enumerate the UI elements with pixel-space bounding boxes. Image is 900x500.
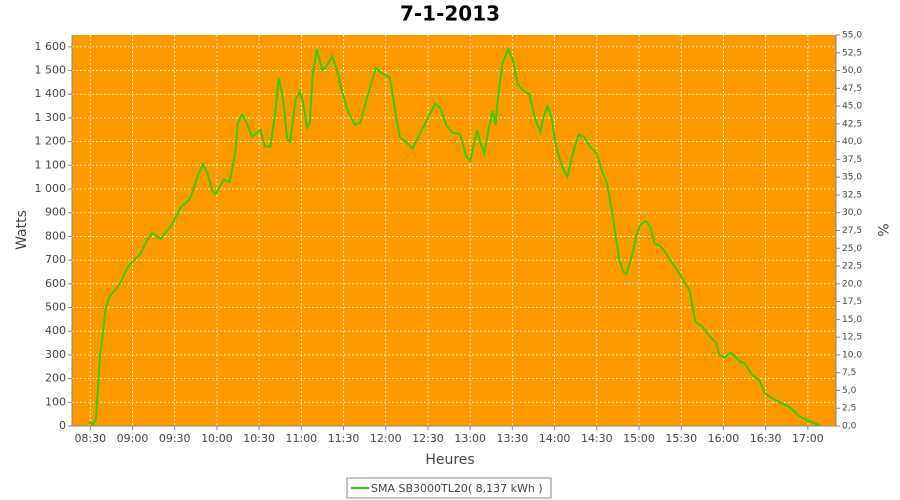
y2-tick-label: 12,5 <box>842 333 862 343</box>
y2-tick-label: 22,5 <box>842 262 862 272</box>
x-tick-label: 13:30 <box>497 432 529 445</box>
y2-tick-label: 27,5 <box>842 226 862 236</box>
x-tick-label: 11:00 <box>285 432 317 445</box>
x-tick-label: 17:00 <box>792 432 824 445</box>
y-tick-label: 900 <box>45 206 66 219</box>
y-tick-label: 1 300 <box>35 111 67 124</box>
x-tick-label: 14:30 <box>581 432 613 445</box>
y2-tick-label: 15,0 <box>842 315 862 325</box>
y2-tick-label: 10,0 <box>842 350 862 360</box>
x-tick-label: 15:00 <box>623 432 655 445</box>
y-tick-label: 800 <box>45 229 66 242</box>
plot-area <box>72 35 836 426</box>
y2-tick-label: 50,0 <box>842 66 862 76</box>
y2-tick-label: 0,0 <box>842 422 857 432</box>
x-tick-label: 11:30 <box>328 432 360 445</box>
y2-tick-label: 25,0 <box>842 244 862 254</box>
y-tick-label: 300 <box>45 348 66 361</box>
y2-tick-label: 20,0 <box>842 279 862 289</box>
x-axis-label: Heures <box>425 452 474 468</box>
y-tick-label: 400 <box>45 324 66 337</box>
x-tick-label: 09:00 <box>117 432 149 445</box>
x-tick-label: 12:30 <box>412 432 444 445</box>
y2-tick-label: 42,5 <box>842 119 862 129</box>
x-tick-label: 14:00 <box>539 432 571 445</box>
y2-tick-label: 55,0 <box>842 31 862 41</box>
x-tick-label: 15:30 <box>665 432 697 445</box>
y2-tick-label: 7,5 <box>842 368 856 378</box>
y-tick-label: 1 600 <box>35 40 67 53</box>
y2-tick-label: 32,5 <box>842 190 862 200</box>
x-tick-label: 09:30 <box>159 432 191 445</box>
y-tick-label: 500 <box>45 301 66 314</box>
legend-label: SMA SB3000TL20( 8,137 kWh ) <box>371 482 543 495</box>
y-tick-label: 1 200 <box>35 135 67 148</box>
y-tick-label: 0 <box>59 419 66 432</box>
y-tick-label: 1 500 <box>35 64 67 77</box>
x-tick-label: 13:00 <box>454 432 486 445</box>
y-tick-label: 100 <box>45 395 66 408</box>
y2-tick-label: 35,0 <box>842 173 862 183</box>
y-tick-label: 700 <box>45 253 66 266</box>
x-tick-label: 10:30 <box>243 432 275 445</box>
series-line <box>88 46 820 427</box>
y-axis-label: Watts <box>14 210 30 250</box>
legend-box <box>346 477 552 499</box>
y-tick-label: 1 400 <box>35 87 67 100</box>
y2-tick-label: 45,0 <box>842 102 862 112</box>
chart-title: 7-1-2013 <box>400 2 500 26</box>
y2-axis-label: % <box>874 223 890 236</box>
x-tick-label: 16:00 <box>708 432 740 445</box>
x-tick-label: 16:30 <box>750 432 782 445</box>
x-tick-label: 12:00 <box>370 432 402 445</box>
y2-tick-label: 40,0 <box>842 137 862 147</box>
y-tick-label: 1 100 <box>35 158 67 171</box>
x-tick-label: 08:30 <box>74 432 106 445</box>
y2-tick-label: 37,5 <box>842 155 862 165</box>
y-tick-label: 600 <box>45 277 66 290</box>
y-tick-label: 1 000 <box>35 182 67 195</box>
y2-tick-label: 17,5 <box>842 297 862 307</box>
y2-tick-label: 30,0 <box>842 208 862 218</box>
y2-tick-label: 47,5 <box>842 84 862 94</box>
y2-tick-label: 52,5 <box>842 48 862 58</box>
y2-tick-label: 5,0 <box>842 386 857 396</box>
x-tick-label: 10:00 <box>201 432 233 445</box>
y-tick-label: 200 <box>45 372 66 385</box>
y2-tick-label: 2,5 <box>842 404 856 414</box>
